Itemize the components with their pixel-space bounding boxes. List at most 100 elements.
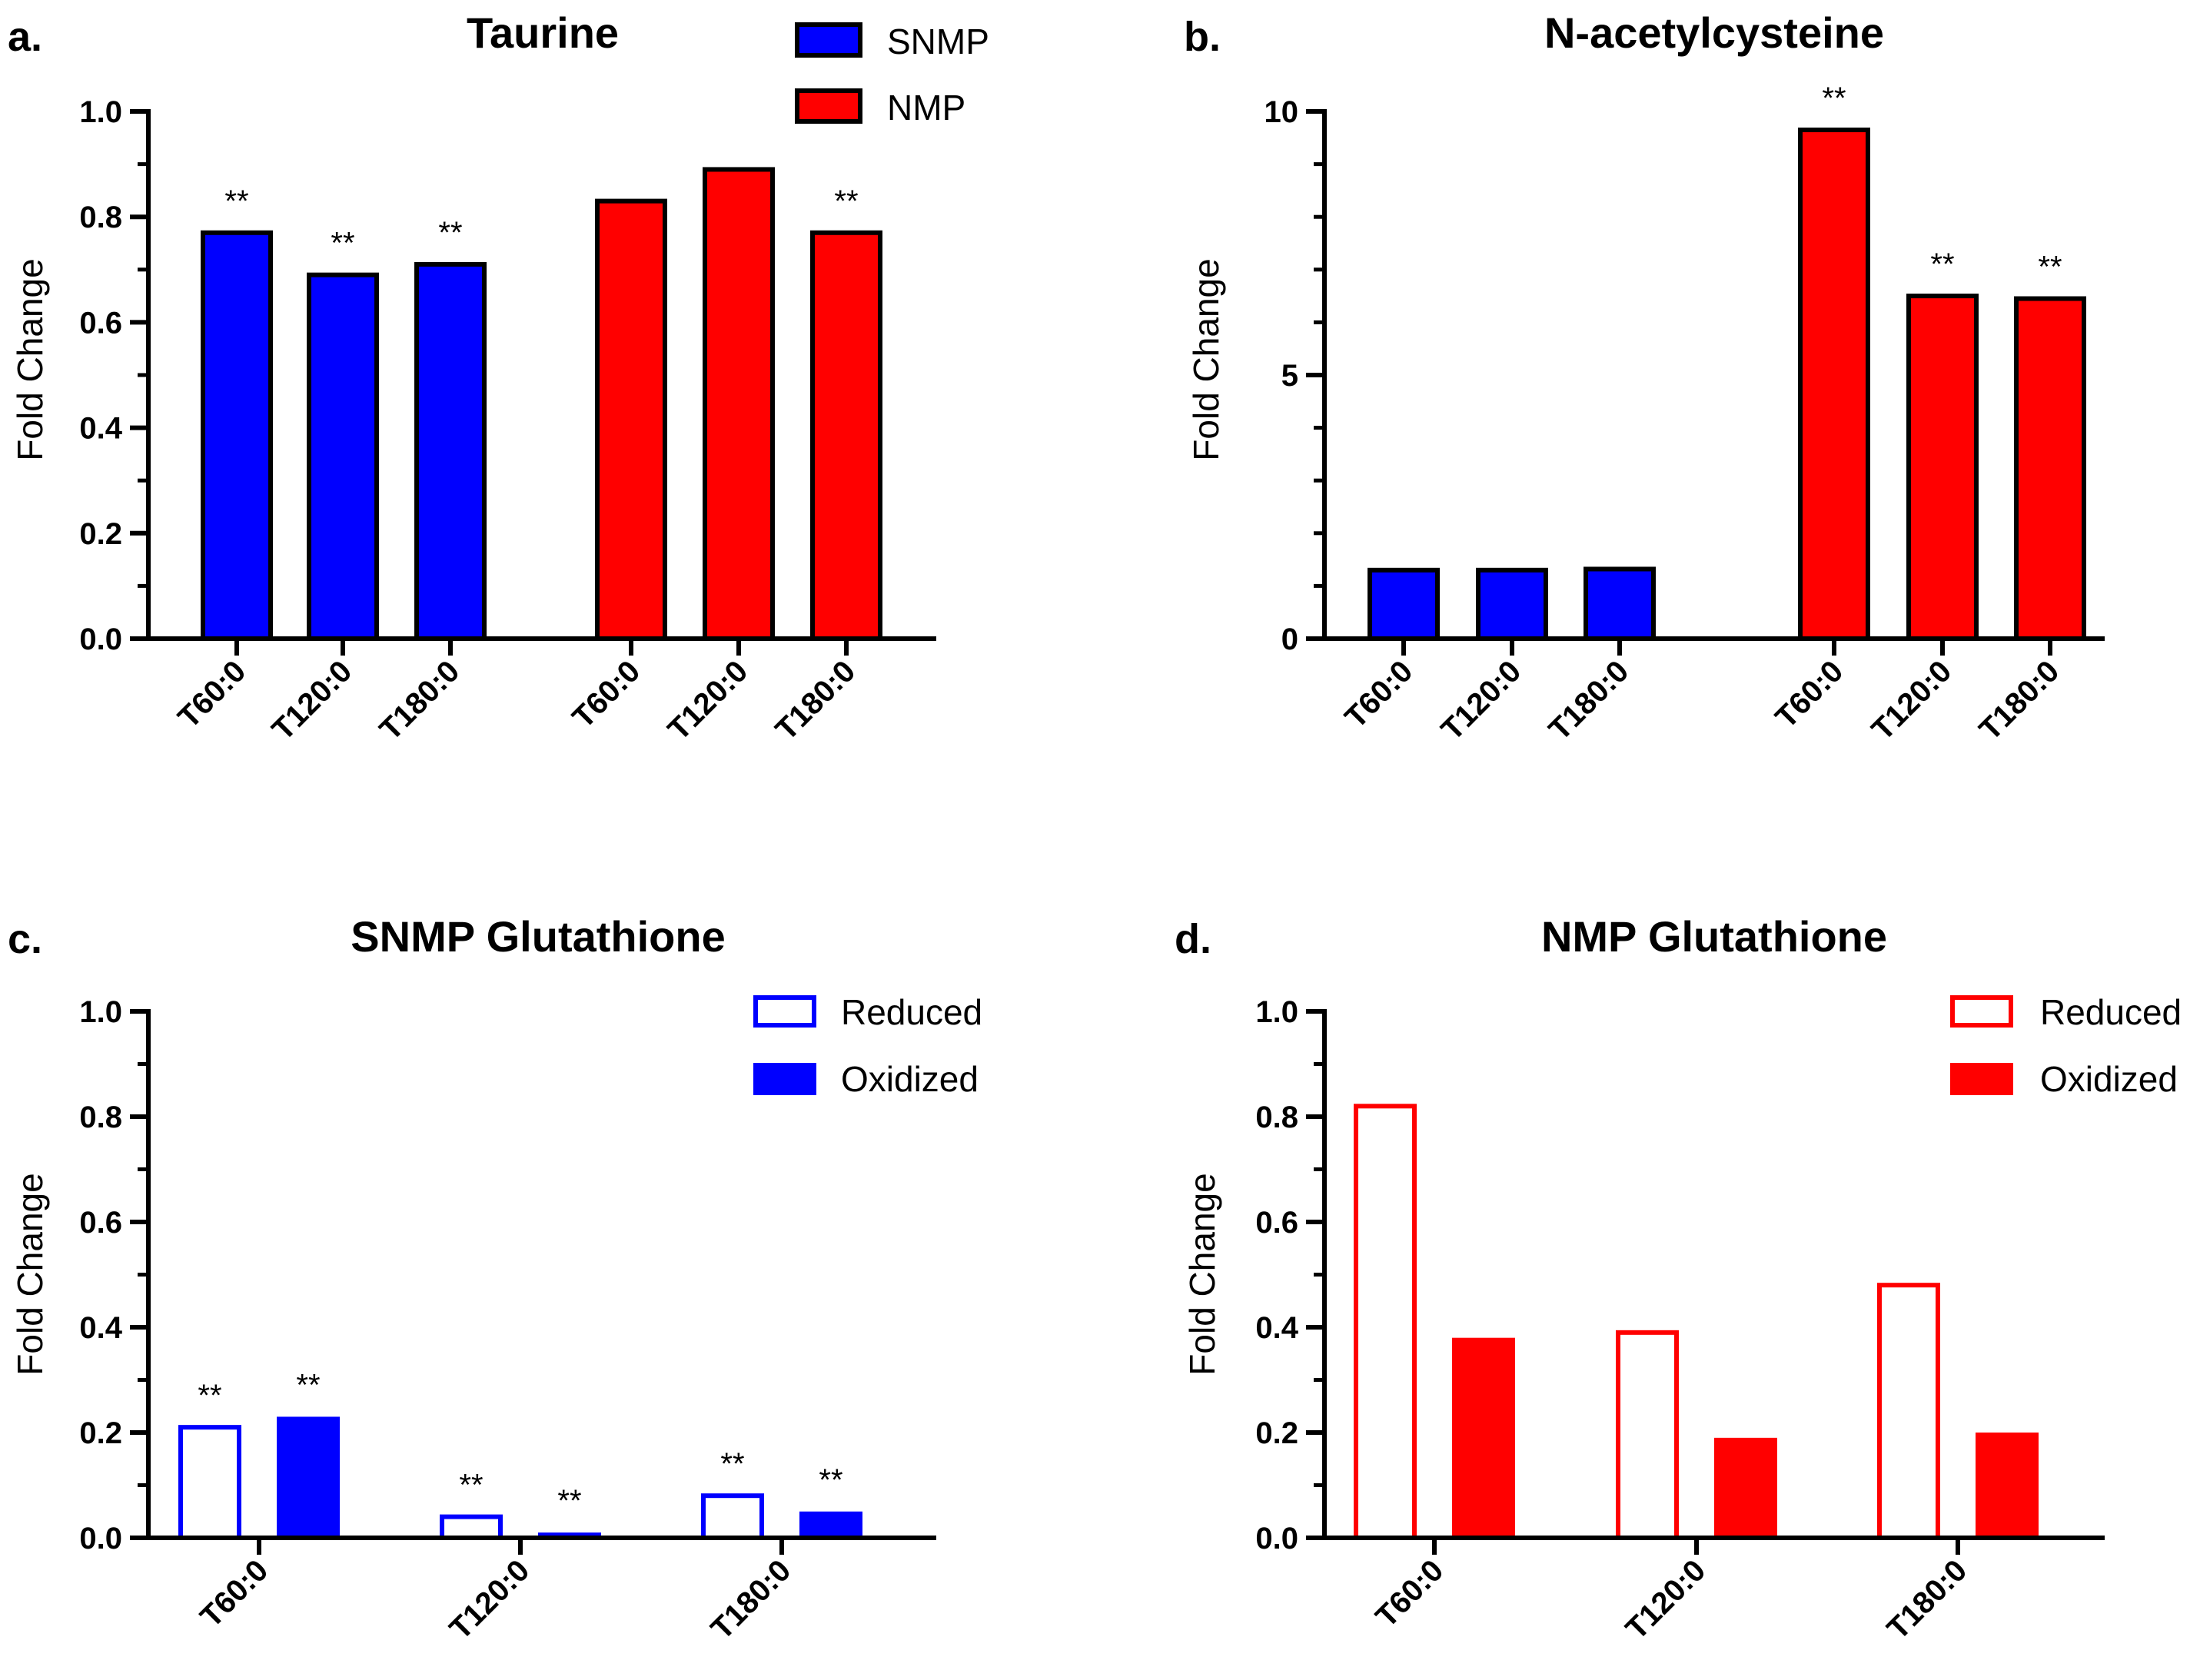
bar-reduced xyxy=(440,1514,503,1540)
y-tick-label: 0.2 xyxy=(79,1416,122,1450)
axes xyxy=(146,109,936,641)
panel-label: b. xyxy=(1184,14,1221,60)
x-tick-label: T60:0 xyxy=(171,654,252,735)
x-axis-ticks: T60:0 T120:0 T180:0 xyxy=(194,1538,797,1646)
y-axis-ticks: 0.0 0.2 0.4 0.6 0.8 1.0 xyxy=(79,95,148,656)
bar-oxidized xyxy=(799,1511,862,1538)
axes xyxy=(146,1009,936,1540)
x-tick-label: T180:0 xyxy=(374,654,467,747)
legend-swatch-oxidized xyxy=(753,1063,816,1095)
significance-label: ** xyxy=(1930,247,1954,281)
significance-label: ** xyxy=(296,1368,320,1402)
x-tick-label: T60:0 xyxy=(1769,654,1849,735)
x-tick-label: T120:0 xyxy=(1620,1553,1713,1646)
bar-group: ** ** ** xyxy=(1368,81,2086,642)
y-tick-label: 0.8 xyxy=(79,1101,122,1134)
y-tick-label: 0.4 xyxy=(79,412,122,446)
y-tick-label: 0.0 xyxy=(79,623,122,656)
bar-oxidized xyxy=(1976,1433,2039,1538)
panel-label: c. xyxy=(8,916,42,962)
x-tick-label: T120:0 xyxy=(662,654,755,747)
y-axis-label: Fold Change xyxy=(10,258,50,460)
y-tick-label: 0.6 xyxy=(79,306,122,340)
bar xyxy=(703,167,775,641)
x-tick-label: T180:0 xyxy=(1881,1553,1974,1646)
bar-group xyxy=(1354,1104,2039,1541)
bar-reduced xyxy=(178,1425,241,1541)
legend: Reduced Oxidized xyxy=(753,992,982,1099)
significance-label: ** xyxy=(720,1447,744,1481)
y-tick-label: 0.8 xyxy=(79,201,122,234)
legend-label-snmp: SNMP xyxy=(887,22,989,61)
y-tick-label: 10 xyxy=(1265,95,1299,129)
significance-label: ** xyxy=(331,227,354,261)
bar xyxy=(810,230,882,641)
bar xyxy=(1476,567,1548,642)
legend-label-oxidized: Oxidized xyxy=(2040,1059,2178,1099)
x-axis-ticks: T60:0 T120:0 T180:0 T60:0 T120:0 T180:0 xyxy=(171,639,862,747)
axes xyxy=(1322,1009,2105,1540)
y-tick-label: 0.4 xyxy=(1255,1311,1298,1345)
bar xyxy=(1906,294,1979,641)
y-axis-label: Fold Change xyxy=(1186,258,1226,460)
y-tick-label: 0 xyxy=(1281,623,1298,656)
x-tick-label: T60:0 xyxy=(566,654,646,735)
x-tick-label: T120:0 xyxy=(1435,654,1528,747)
y-tick-label: 0.0 xyxy=(79,1522,122,1555)
x-tick-label: T180:0 xyxy=(769,654,862,747)
legend: SNMP NMP xyxy=(795,22,989,128)
x-tick-label: T60:0 xyxy=(1369,1553,1450,1634)
bar-reduced xyxy=(701,1493,764,1540)
y-axis-label: Fold Change xyxy=(1182,1173,1222,1375)
significance-label: ** xyxy=(819,1463,842,1497)
y-tick-label: 0.4 xyxy=(79,1311,122,1345)
bar-oxidized xyxy=(1452,1337,1515,1538)
bar xyxy=(1798,128,1870,641)
chart-title: N-acetylcysteine xyxy=(1544,8,1884,57)
legend-label-oxidized: Oxidized xyxy=(841,1059,979,1099)
x-tick-label: T180:0 xyxy=(705,1553,798,1646)
bar-reduced xyxy=(1354,1104,1417,1541)
bar-group: ** ** ** ** ** ** xyxy=(178,1368,862,1541)
y-tick-label: 1.0 xyxy=(1255,995,1298,1029)
significance-label: ** xyxy=(1822,81,1846,115)
bar xyxy=(1584,566,1656,641)
x-tick-label: T60:0 xyxy=(194,1553,274,1634)
chart-title: NMP Glutathione xyxy=(1541,912,1887,961)
chart-title: Taurine xyxy=(467,8,619,57)
panel-label: a. xyxy=(8,14,42,60)
bar-reduced xyxy=(1616,1330,1679,1540)
bar xyxy=(2014,296,2086,641)
legend-label-nmp: NMP xyxy=(887,88,965,128)
significance-label: ** xyxy=(438,216,462,250)
y-tick-label: 5 xyxy=(1281,359,1298,393)
bar xyxy=(595,198,667,641)
axes xyxy=(1322,109,2105,641)
panel-nmp-glutathione: d. NMP Glutathione Fold Change 0.0 0.2 0.4… xyxy=(1175,912,2182,1646)
significance-label: ** xyxy=(557,1484,581,1518)
x-tick-label: T180:0 xyxy=(1543,654,1636,747)
x-tick-label: T120:0 xyxy=(444,1553,537,1646)
y-tick-label: 0.2 xyxy=(1255,1416,1298,1450)
legend: Reduced Oxidized xyxy=(1950,992,2182,1099)
y-tick-label: 1.0 xyxy=(79,995,122,1029)
bar-group: ** ** ** ** xyxy=(201,167,882,641)
significance-label: ** xyxy=(459,1469,483,1502)
legend-swatch-reduced xyxy=(1950,995,2013,1028)
panel-taurine: a. Taurine Fold Change 0.0 0.2 0.4 0.6 0.8 1.… xyxy=(8,8,989,747)
legend-swatch-oxidized xyxy=(1950,1063,2013,1095)
y-axis-ticks: 0 5 10 xyxy=(1265,95,1324,656)
significance-label: ** xyxy=(2038,251,2062,284)
y-tick-label: 0.6 xyxy=(1255,1206,1298,1240)
bar xyxy=(201,230,273,641)
y-tick-label: 0.8 xyxy=(1255,1101,1298,1134)
bar-oxidized xyxy=(277,1416,340,1538)
x-tick-label: T120:0 xyxy=(266,654,359,747)
legend-swatch-nmp xyxy=(795,88,862,124)
legend-label-reduced: Reduced xyxy=(2040,992,2182,1032)
bar xyxy=(414,261,487,641)
y-tick-label: 1.0 xyxy=(79,95,122,129)
legend-swatch-reduced xyxy=(753,995,816,1028)
y-axis-ticks: 0.0 0.2 0.4 0.6 0.8 1.0 xyxy=(79,995,148,1555)
